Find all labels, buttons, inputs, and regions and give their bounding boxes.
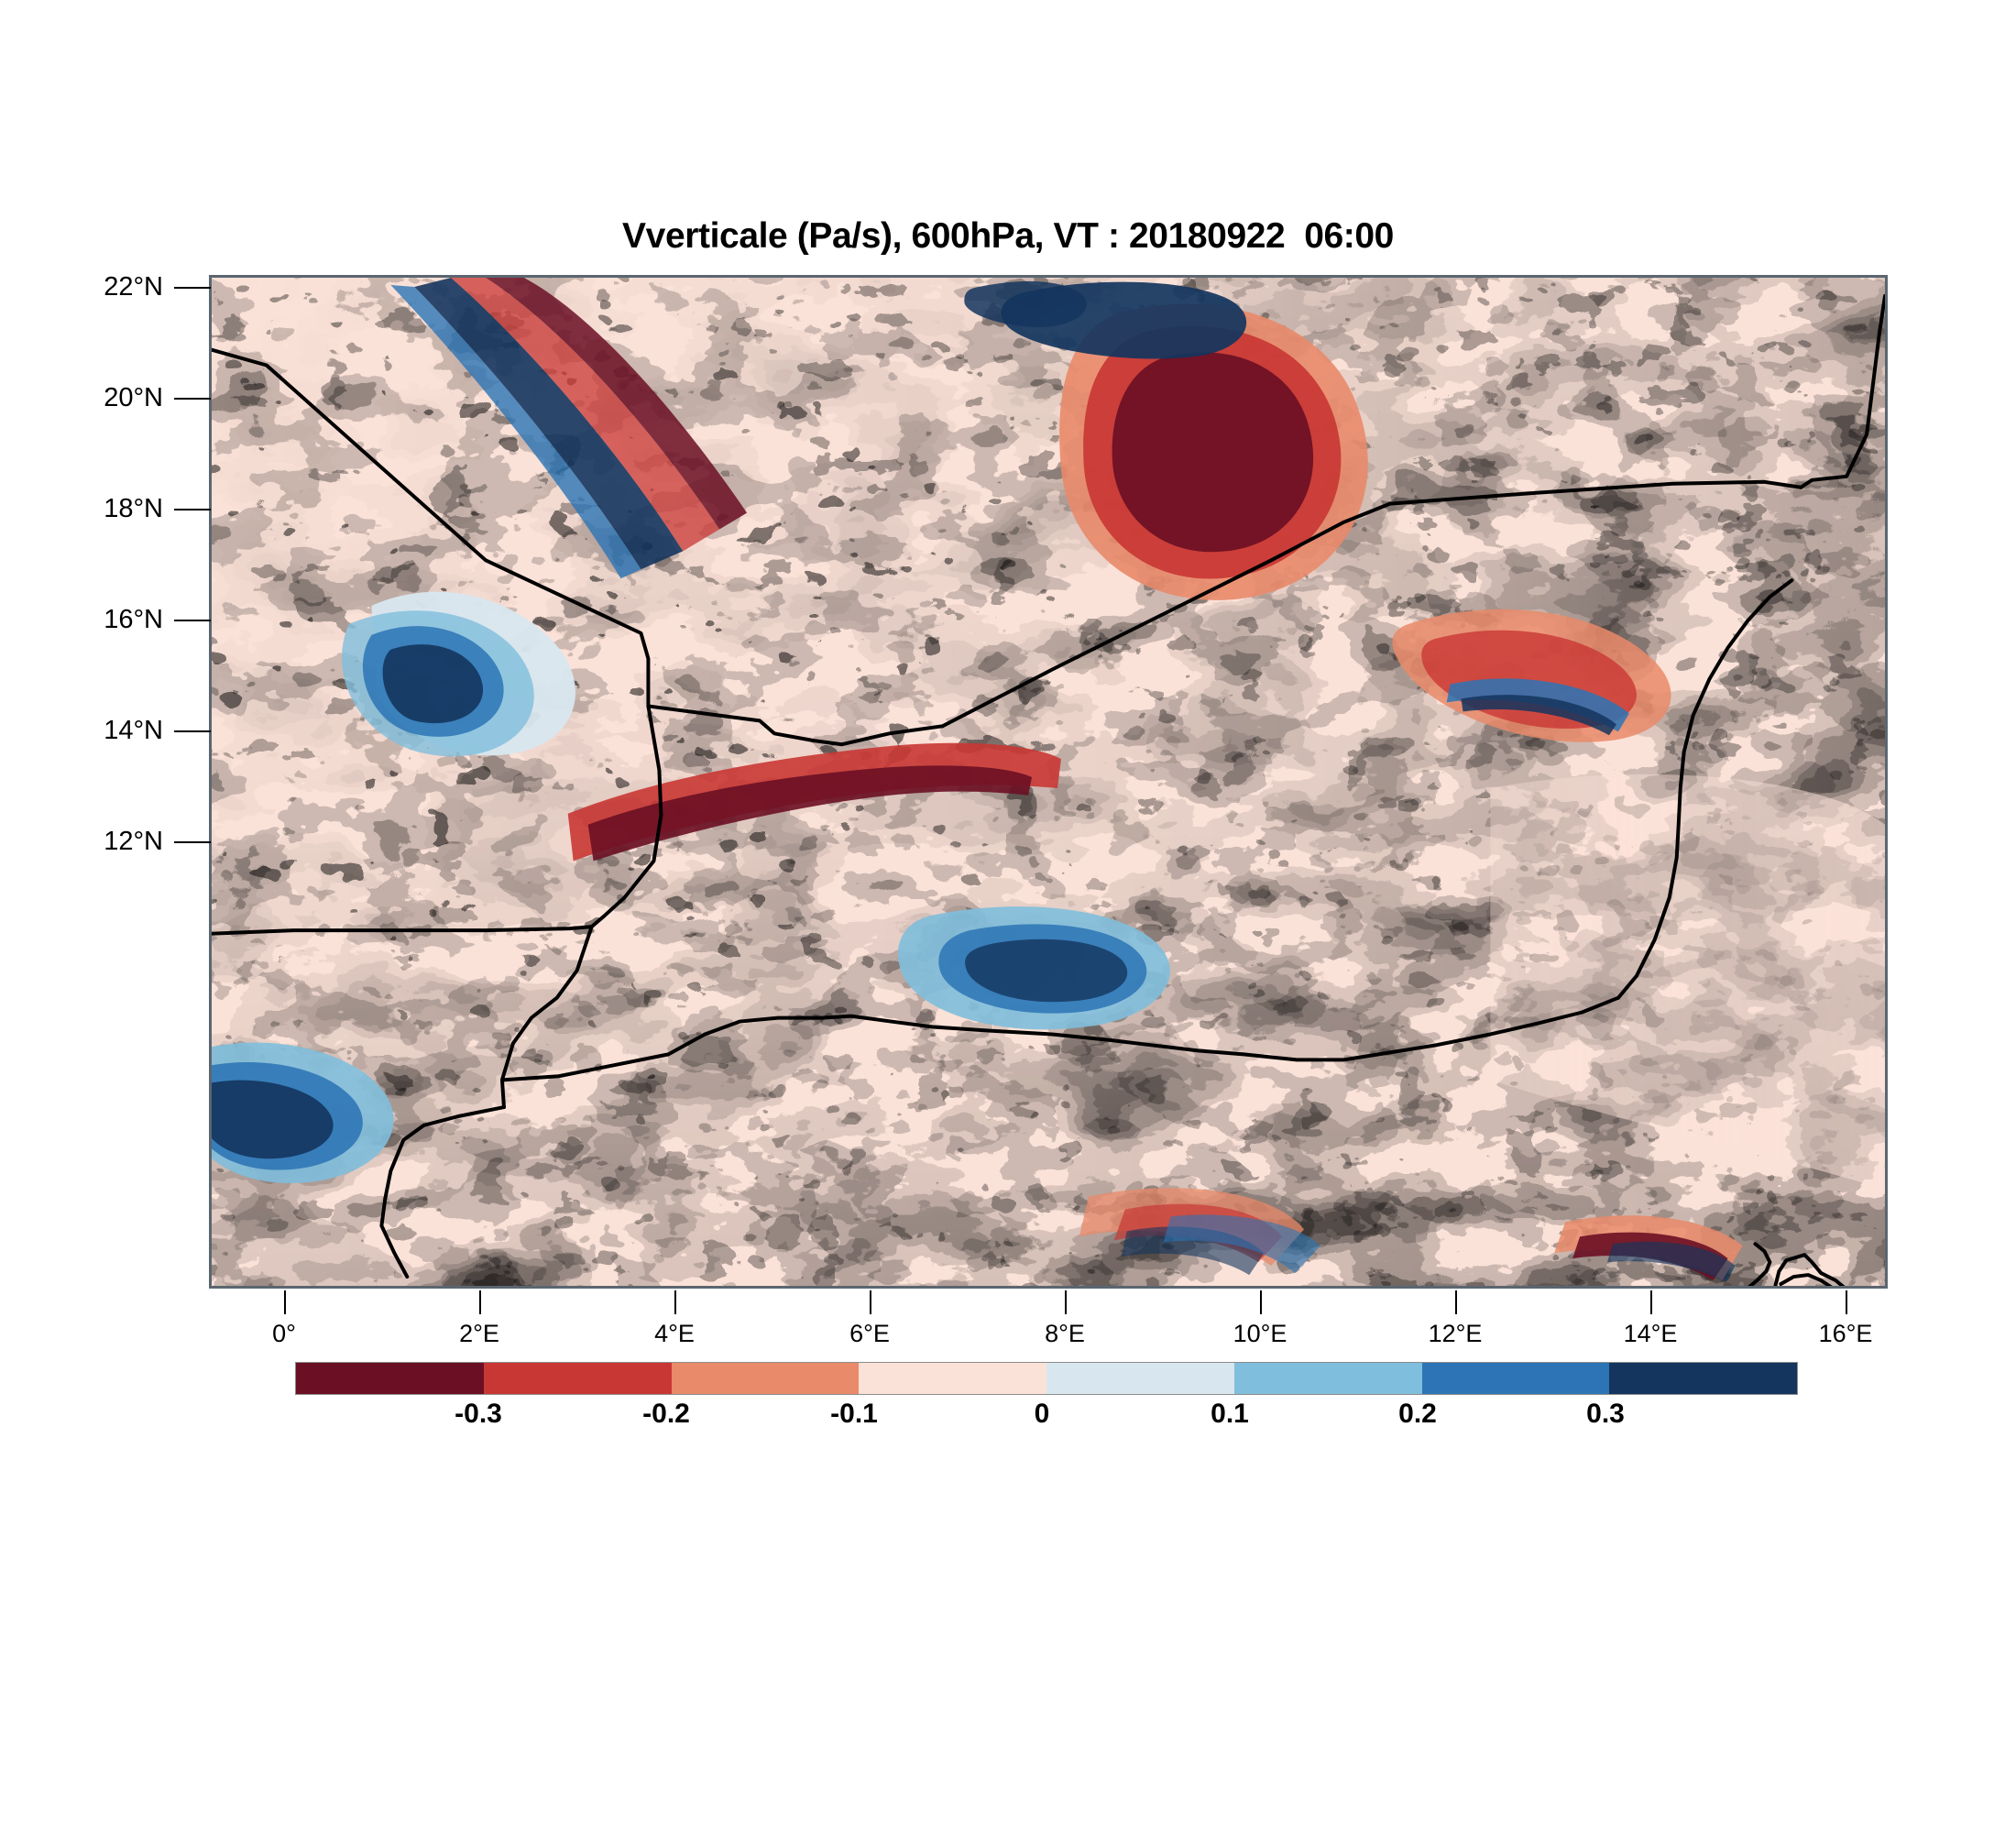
colorbar-segment-5 (1233, 1363, 1422, 1394)
colorbar-segment-4 (1046, 1363, 1234, 1394)
xtick-label-0: 0° (272, 1320, 296, 1347)
ytick-label-20n: 20°N (104, 383, 163, 412)
colorbar-tick-label-m01: -0.1 (830, 1399, 878, 1429)
ytick-label-12n: 12°N (104, 827, 163, 856)
xtick-label-12e: 12°E (1428, 1320, 1483, 1347)
ytick-mark-20n (174, 398, 211, 400)
xtick-mark-2e (479, 1290, 481, 1314)
ytick-mark-14n (174, 730, 211, 732)
xtick-label-4e: 4°E (654, 1320, 695, 1347)
xtick-mark-4e (674, 1290, 676, 1314)
xtick-mark-6e (870, 1290, 871, 1314)
page-title: Vverticale (Pa/s), 600hPa, VT : 20180922… (622, 216, 1394, 256)
ytick-label-18n: 18°N (104, 494, 163, 523)
country-borders-overlay (212, 293, 1885, 1286)
colorbar-segment-7 (1609, 1363, 1797, 1394)
feature-se-couplet (1079, 1188, 1321, 1276)
colorbar-tick-label-03: 0.3 (1586, 1399, 1625, 1429)
colorbar-tick-label-02: 0.2 (1398, 1399, 1437, 1429)
feature-east-pale-field (1490, 774, 1885, 1190)
xtick-mark-0 (284, 1290, 286, 1314)
colorbar-tick-label-0: 0 (1034, 1399, 1050, 1429)
xtick-mark-10e (1260, 1290, 1262, 1314)
feature-top-navy-streak (964, 280, 1247, 359)
xtick-mark-8e (1065, 1290, 1067, 1314)
colorbar-segment-6 (1421, 1363, 1610, 1394)
colorbar-segment-1 (483, 1363, 672, 1394)
ytick-label-22n: 22°N (104, 272, 163, 302)
ytick-mark-16n (174, 620, 211, 621)
ytick-mark-18n (174, 509, 211, 510)
xtick-label-2e: 2°E (459, 1320, 499, 1347)
xtick-label-10e: 10°E (1233, 1320, 1287, 1347)
colorbar[interactable] (295, 1362, 1798, 1395)
vertical-velocity-field (212, 278, 1885, 1286)
colorbar-tick-label-01: 0.1 (1211, 1399, 1249, 1429)
feature-midlat-red-band (567, 742, 1061, 862)
ytick-label-16n: 16°N (104, 605, 163, 634)
feature-sw-blue-patch (212, 1042, 394, 1183)
feature-se-intense-streak (1554, 1215, 1743, 1283)
xtick-label-14e: 14°E (1623, 1320, 1678, 1347)
feature-lee-wave-band (390, 278, 748, 579)
colorbar-tick-label-m02: -0.2 (642, 1399, 690, 1429)
xtick-label-8e: 8°E (1045, 1320, 1085, 1347)
xtick-mark-14e (1650, 1290, 1652, 1314)
xtick-mark-16e (1846, 1290, 1847, 1314)
feature-south-blue-blob (897, 906, 1170, 1030)
ytick-mark-22n (174, 287, 211, 289)
feature-east-wave-train (1392, 609, 1671, 742)
colorbar-segment-2 (671, 1363, 860, 1394)
colorbar-segment-0 (296, 1363, 484, 1394)
map-plot-area[interactable] (209, 275, 1888, 1289)
xtick-label-16e: 16°E (1818, 1320, 1873, 1347)
xtick-mark-12e (1455, 1290, 1457, 1314)
feature-nw-vortex (341, 591, 576, 757)
colorbar-tick-label-m03: -0.3 (455, 1399, 502, 1429)
feature-central-convective-cluster (1059, 303, 1368, 600)
xtick-label-6e: 6°E (849, 1320, 890, 1347)
ytick-label-14n: 14°N (104, 716, 163, 745)
ytick-mark-12n (174, 841, 211, 843)
colorbar-segment-3 (859, 1363, 1046, 1394)
